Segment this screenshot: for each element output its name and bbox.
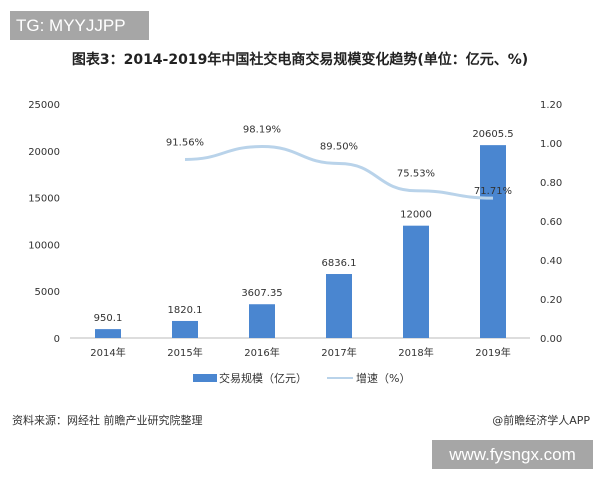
x-tick-label: 2019年 — [475, 346, 510, 359]
y-left-tick-label: 20000 — [28, 147, 60, 158]
bar — [326, 274, 352, 338]
bar-data-label: 20605.5 — [472, 129, 513, 140]
chart-title: 图表3：2014-2019年中国社交电商交易规模变化趋势(单位：亿元、%) — [71, 52, 529, 68]
bar-data-label: 6836.1 — [322, 258, 357, 269]
x-tick-label: 2018年 — [398, 346, 433, 359]
y-left-tick-label: 0 — [54, 334, 60, 345]
y-right-tick-label: 0.40 — [540, 256, 562, 267]
bar — [249, 304, 275, 338]
legend-bar-label: 交易规模（亿元） — [219, 371, 307, 385]
growth-line — [184, 145, 494, 200]
watermark-top: TG: MYYJJPP — [10, 11, 149, 40]
x-tick-label: 2014年 — [90, 346, 125, 359]
y-right-tick-label: 0.80 — [540, 178, 562, 189]
bar — [403, 225, 429, 338]
line-data-label: 91.56% — [166, 137, 204, 148]
bar-data-label: 3607.35 — [241, 288, 282, 299]
x-tick-label: 2017年 — [321, 346, 356, 359]
line-data-label: 89.50% — [320, 141, 358, 152]
y-right-tick-label: 1.20 — [540, 100, 562, 111]
y-right-tick-label: 1.00 — [540, 139, 562, 150]
y-left-tick-label: 25000 — [28, 100, 60, 111]
chart-svg: 0 5000 10000 15000 20000 25000 0.00 0.20 0.40 0.6… — [28, 100, 562, 385]
y-left-tick-label: 10000 — [28, 240, 60, 251]
line-data-label: 71.71% — [474, 186, 512, 197]
bar — [480, 145, 506, 338]
bar-data-label: 12000 — [400, 210, 432, 221]
x-tick-label: 2015年 — [167, 346, 202, 359]
line-data-label: 98.19% — [243, 125, 281, 136]
legend-bar-swatch — [193, 374, 217, 382]
bar — [172, 320, 198, 338]
legend-line-label: 增速（%） — [356, 371, 410, 385]
bar — [95, 329, 121, 338]
credit-note: @前瞻经济学人APP — [492, 414, 590, 427]
y-left-tick-label: 15000 — [28, 194, 60, 205]
line-data-label: 75.53% — [397, 169, 435, 180]
x-tick-label: 2016年 — [244, 346, 279, 359]
y-left-tick-label: 5000 — [35, 287, 60, 298]
y-right-tick-label: 0.20 — [540, 295, 562, 306]
bar-data-label: 1820.1 — [168, 305, 203, 316]
watermark-bottom: www.fysngx.com — [432, 440, 593, 469]
y-right-tick-label: 0.60 — [540, 217, 562, 228]
y-right-tick-label: 0.00 — [540, 334, 562, 345]
source-note: 资料来源：网经社 前瞻产业研究院整理 — [12, 414, 203, 427]
bar-data-label: 950.1 — [94, 313, 123, 324]
